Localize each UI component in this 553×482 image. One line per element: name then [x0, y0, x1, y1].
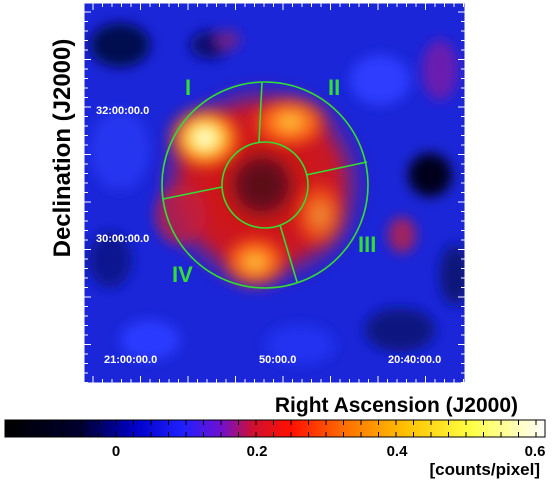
region-label-4: IV [172, 262, 193, 287]
ra-label-50: 50:00.0 [259, 354, 296, 366]
colorbar [4, 419, 546, 438]
dec-label-32: 32:00:00.0 [96, 105, 149, 117]
colorbar-tick-0.4: 0.4 [387, 443, 409, 460]
outer-region-circle [161, 81, 369, 289]
colorbar-unit: [counts/pixel] [429, 460, 540, 479]
x-axis-title: Right Ascension (J2000) [275, 394, 518, 417]
region-divider-1 [258, 81, 263, 143]
dec-label-30: 30:00:00.0 [96, 233, 149, 245]
region-label-2: II [328, 75, 340, 100]
colorbar-tick-0.6: 0.6 [525, 443, 546, 460]
background-noise [88, 23, 465, 365]
colorbar-tick-0: 0 [112, 443, 120, 460]
region-divider-4 [162, 186, 223, 200]
region-divider-3 [279, 224, 298, 283]
ra-label-2040: 20:40:00.0 [388, 354, 441, 366]
colorbar-ticks [45, 420, 537, 437]
colorbar-tick-0.2: 0.2 [247, 443, 268, 460]
y-axis-title: Declination (J2000) [49, 39, 76, 258]
region-label-1: I [185, 75, 191, 100]
ra-label-21: 21:00:00.0 [104, 354, 157, 366]
frame-ticks [84, 3, 465, 383]
sky-image: I II III IV 32:00:00.0 30:00:00.0 21:00:… [84, 3, 465, 383]
region-divider-2 [305, 161, 368, 176]
region-overlay [161, 81, 369, 289]
emission-ring [152, 77, 372, 293]
inner-region-circle [221, 141, 309, 229]
region-label-3: III [358, 232, 376, 257]
